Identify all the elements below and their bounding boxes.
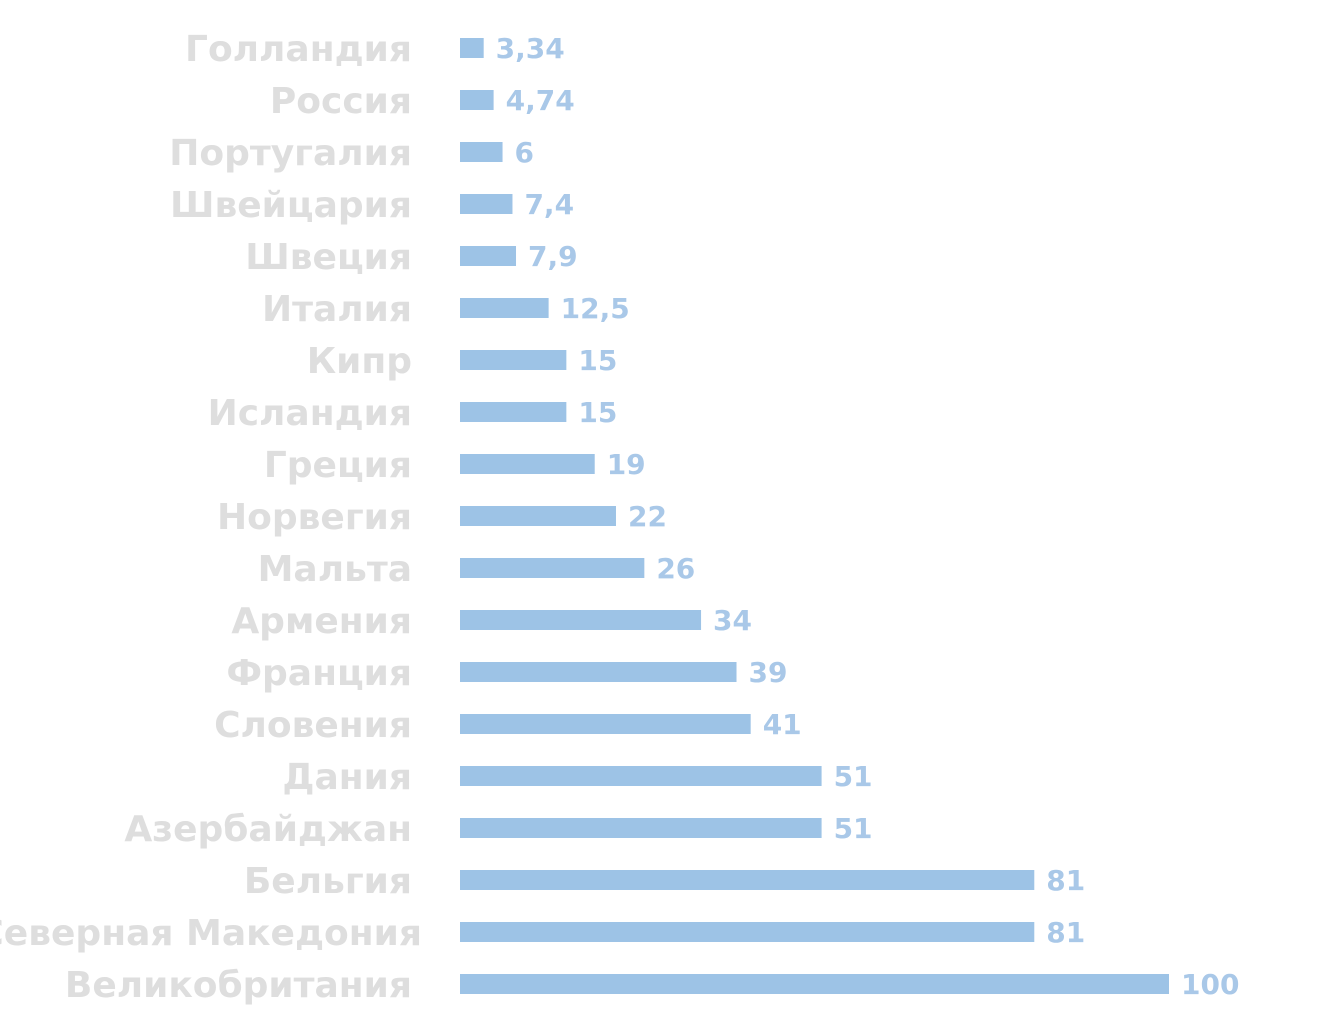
value-label: 100	[1181, 968, 1239, 1001]
category-label: Кипр	[307, 341, 412, 382]
value-label: 81	[1046, 916, 1085, 949]
bar	[460, 818, 822, 838]
bars	[460, 38, 1169, 994]
category-label: Швеция	[245, 237, 412, 278]
value-label: 15	[578, 344, 617, 377]
category-label: Россия	[270, 81, 412, 122]
bar	[460, 506, 616, 526]
category-label: Франция	[226, 653, 412, 694]
bar	[460, 38, 484, 58]
value-label: 7,4	[524, 188, 574, 221]
category-label: Великобритания	[65, 965, 412, 1006]
bar	[460, 402, 567, 422]
value-label: 6	[515, 136, 534, 169]
bar	[460, 922, 1035, 942]
bar	[460, 90, 494, 110]
value-label: 41	[763, 708, 802, 741]
bar	[460, 662, 737, 682]
value-label: 39	[749, 656, 788, 689]
bar	[460, 298, 549, 318]
value-label: 15	[578, 396, 617, 429]
value-label: 51	[834, 760, 873, 793]
bar	[460, 870, 1035, 890]
bar	[460, 194, 513, 214]
value-label: 19	[607, 448, 646, 481]
category-label: Норвегия	[217, 497, 412, 538]
category-label: Азербайджан	[124, 809, 412, 850]
value-labels: 3,34 4,74 6 7,4 7,9 12,5 15 15 19 22 26 34 39 41 51 51 8…	[496, 32, 1240, 1001]
value-label: 51	[834, 812, 873, 845]
value-label: 34	[713, 604, 752, 637]
bar	[460, 766, 822, 786]
category-label: Армения	[231, 601, 412, 642]
value-label: 3,34	[496, 32, 565, 65]
bar	[460, 558, 645, 578]
bar	[460, 246, 517, 266]
bar	[460, 454, 595, 474]
value-label: 81	[1046, 864, 1085, 897]
category-label: Швейцария	[170, 185, 412, 226]
category-label: Греция	[264, 445, 412, 486]
category-label: Дания	[282, 757, 412, 798]
bar	[460, 142, 503, 162]
category-label: Португалия	[169, 133, 412, 174]
category-labels: Голландия Россия Португалия Швейцария Швеция…	[0, 29, 422, 1006]
value-label: 26	[656, 552, 695, 585]
category-label: Голландия	[185, 29, 412, 70]
category-label: Исландия	[208, 393, 412, 434]
category-label: Словения	[214, 705, 412, 746]
value-label: 4,74	[506, 84, 575, 117]
bar	[460, 974, 1169, 994]
category-label: Северная Македония	[0, 913, 422, 954]
value-label: 12,5	[561, 292, 630, 325]
category-label: Мальта	[258, 549, 412, 590]
bar	[460, 350, 567, 370]
category-label: Италия	[262, 289, 412, 330]
value-label: 22	[628, 500, 667, 533]
bar	[460, 714, 751, 734]
bar	[460, 610, 702, 630]
value-label: 7,9	[528, 240, 578, 273]
category-label: Бельгия	[244, 861, 412, 902]
